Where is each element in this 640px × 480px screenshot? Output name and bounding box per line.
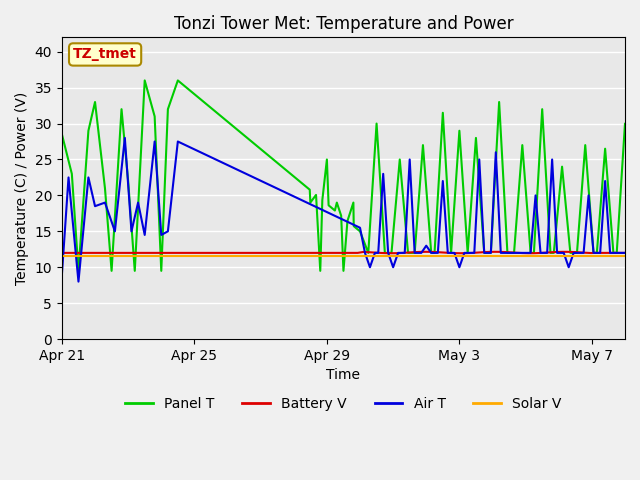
- Solar V: [166, 253, 174, 259]
- Battery V: [58, 250, 66, 256]
- Air T: [75, 279, 83, 285]
- Battery V: [348, 250, 356, 256]
- Solar V: [593, 253, 600, 259]
- Panel T: [456, 128, 463, 133]
- Battery V: [399, 250, 407, 256]
- Line: Panel T: Panel T: [62, 81, 634, 271]
- Battery V: [621, 250, 629, 256]
- Y-axis label: Temperature (C) / Power (V): Temperature (C) / Power (V): [15, 92, 29, 285]
- Air T: [121, 135, 129, 141]
- Panel T: [58, 132, 66, 137]
- Battery V: [422, 249, 430, 255]
- Legend: Panel T, Battery V, Air T, Solar V: Panel T, Battery V, Air T, Solar V: [120, 391, 567, 417]
- Panel T: [141, 78, 148, 84]
- Panel T: [262, 150, 269, 156]
- Panel T: [550, 250, 557, 256]
- Battery V: [388, 251, 396, 256]
- Text: TZ_tmet: TZ_tmet: [73, 48, 137, 61]
- Air T: [422, 243, 430, 249]
- Solar V: [621, 253, 629, 259]
- Air T: [623, 250, 630, 256]
- Title: Tonzi Tower Met: Temperature and Power: Tonzi Tower Met: Temperature and Power: [173, 15, 513, 33]
- Battery V: [166, 250, 174, 256]
- Panel T: [613, 250, 621, 256]
- Air T: [265, 182, 273, 188]
- Solar V: [575, 253, 583, 259]
- Panel T: [174, 78, 182, 84]
- Air T: [385, 250, 392, 256]
- Battery V: [189, 250, 196, 256]
- Battery V: [587, 250, 595, 256]
- Solar V: [394, 253, 401, 259]
- Solar V: [58, 253, 66, 259]
- Air T: [84, 175, 92, 180]
- Panel T: [630, 250, 637, 256]
- Line: Battery V: Battery V: [62, 252, 625, 253]
- Battery V: [604, 250, 612, 256]
- Solar V: [189, 253, 196, 259]
- Air T: [257, 178, 265, 184]
- Panel T: [75, 268, 83, 274]
- Air T: [527, 250, 534, 256]
- Solar V: [348, 253, 356, 259]
- Air T: [58, 272, 66, 277]
- Panel T: [538, 106, 546, 112]
- X-axis label: Time: Time: [326, 368, 360, 383]
- Line: Air T: Air T: [62, 138, 627, 282]
